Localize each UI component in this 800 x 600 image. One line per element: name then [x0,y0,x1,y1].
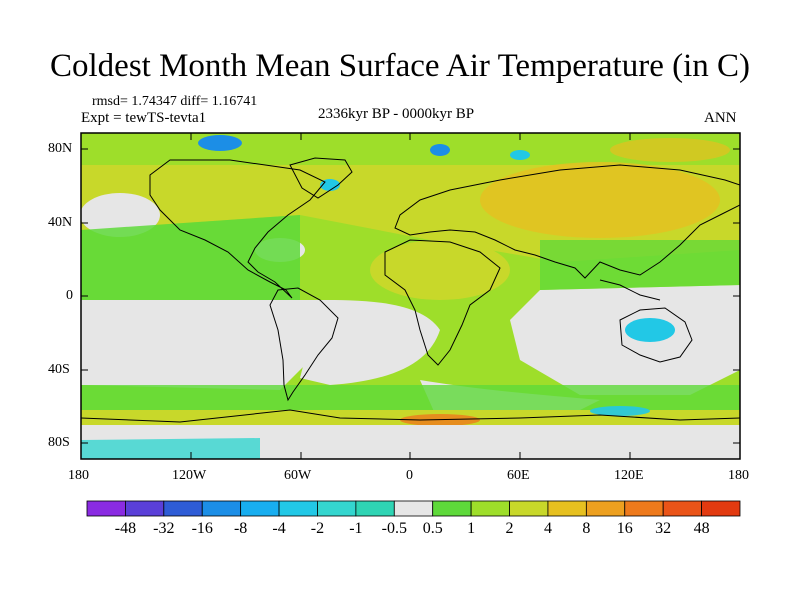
south-america-coast [269,287,339,402]
colorbar-label: -48 [114,520,137,537]
lon-label-120e: 120E [614,468,644,483]
colorbar-box [393,500,434,517]
axis-ticks [81,133,740,459]
colorbar-box [509,500,549,517]
greenland-coast [289,157,353,199]
coastlines [81,157,740,423]
indonesia-coast [599,279,661,301]
colorbar-box [163,500,203,517]
colorbar-box [662,500,702,517]
southern-green-band [81,385,740,410]
stats-label: rmsd= 1.74347 diff= 1.16741 [92,94,258,109]
lat-label-80s: 80S [48,435,70,450]
lon-label-0: 0 [406,468,413,483]
indo-pacific-neutral [510,285,740,395]
colorbar-box [470,500,510,517]
colorbar-box [701,500,741,517]
colorbar-box [585,500,626,517]
colorbar-label: -32 [153,520,175,537]
colorbar-label: 0.5 [422,520,443,537]
colorbar-label: -4 [272,520,286,537]
colorbar-box [240,500,280,517]
east-pacific-neutral [81,300,320,390]
australia-cold-spot [625,318,675,342]
antarctica-coast [81,409,740,423]
colorbar-label: 48 [693,520,710,537]
colorbar-box [547,500,587,517]
lon-label-60e: 60E [507,468,530,483]
lon-label-60w: 60W [284,468,312,483]
west-pacific-green-band [540,240,740,290]
eurasia-coast [394,164,740,279]
arctic-cold-spot-3 [510,150,530,160]
colorbar-label: 32 [655,520,672,537]
lon-label-180w: 180 [68,468,89,483]
colorbar-label: 4 [543,520,552,537]
colorbar-label: 8 [582,520,591,537]
africa-coast [384,239,501,366]
lat-label-40n: 40N [48,215,73,230]
antarctic-cold-zone [81,438,260,459]
colorbar-box [317,500,357,517]
colorbar [86,500,741,517]
colorbar-label: -1 [349,520,363,537]
season-label: ANN [704,110,737,126]
north-africa-warm-zone [370,240,510,300]
siberia-warm-zone [480,162,720,238]
arctic-cold-spot-2 [430,144,450,156]
australia-coast [619,307,693,363]
map-field [81,133,740,459]
colorbar-label: -16 [191,520,213,537]
colorbar-label: 16 [616,520,633,537]
colorbar-box [125,500,165,517]
south-atlantic-neutral [300,300,440,385]
arctic-warm-zone [610,138,730,162]
colorbar-box [278,500,318,517]
colorbar-box [355,500,395,517]
experiment-label: Expt = tewTS-tevta1 [81,110,207,126]
lat-label-0: 0 [66,288,73,303]
north-america-coast [149,159,326,299]
antarctic-coast-cold-spot [590,406,650,416]
colorbar-box [86,500,126,517]
colorbar-label: 1 [467,520,476,537]
lon-label-180e: 180 [728,468,749,483]
period-label: 2336kyr BP - 0000kyr BP [318,106,475,122]
colorbar-label: -0.5 [381,520,407,537]
figure-title: Coldest Month Mean Surface Air Temperatu… [50,48,750,84]
colorbar-label: 2 [505,520,514,537]
lon-label-120w: 120W [172,468,207,483]
colorbar-label: -8 [233,520,248,537]
colorbar-label: -2 [310,520,325,537]
colorbar-box [201,500,242,517]
lat-label-40s: 40S [48,362,70,377]
colorbar-box [432,500,472,517]
lat-label-80n: 80N [48,141,73,156]
arctic-cold-spot-1 [198,135,242,151]
pacific-green-band [81,215,300,300]
colorbar-box [624,500,664,517]
